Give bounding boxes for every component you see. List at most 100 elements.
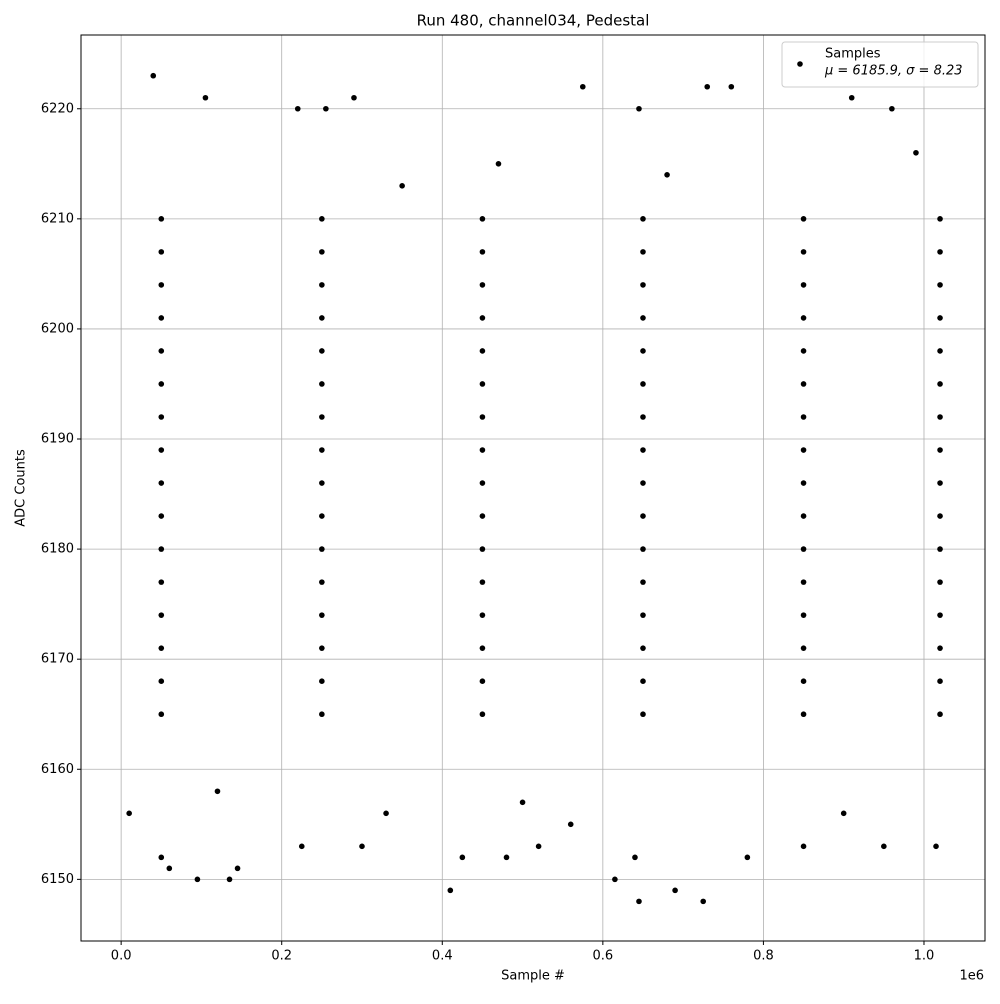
point <box>479 315 486 321</box>
point <box>319 447 325 453</box>
point <box>848 94 855 101</box>
point <box>479 579 486 585</box>
x-tick-label: 0.8 <box>753 949 774 964</box>
point <box>158 348 165 354</box>
point <box>800 480 807 486</box>
point <box>319 645 325 651</box>
y-tick-label: 6150 <box>41 872 74 887</box>
point <box>937 678 943 684</box>
point <box>319 480 325 486</box>
point <box>937 282 943 288</box>
plot-frame <box>80 34 986 942</box>
point <box>479 645 486 651</box>
point <box>800 315 807 321</box>
y-tick-label: 6200 <box>41 321 74 336</box>
point <box>800 711 807 718</box>
point <box>294 105 301 112</box>
point <box>937 381 943 387</box>
point <box>640 282 646 288</box>
point <box>937 513 943 519</box>
point <box>535 843 542 850</box>
y-tick-label: 6190 <box>41 432 74 447</box>
point <box>636 898 642 905</box>
point <box>234 865 241 872</box>
point <box>319 414 325 420</box>
point <box>672 887 678 894</box>
point <box>640 645 646 651</box>
point <box>636 105 642 112</box>
point <box>704 83 711 90</box>
point <box>495 160 502 167</box>
point <box>158 414 165 420</box>
point <box>319 282 325 288</box>
point <box>937 447 943 453</box>
point <box>479 612 486 618</box>
point <box>640 678 646 684</box>
point <box>158 381 165 387</box>
point <box>319 513 325 519</box>
point <box>640 414 646 420</box>
point <box>800 381 807 387</box>
point <box>359 843 365 850</box>
point <box>447 887 454 894</box>
y-tick-label: 6160 <box>41 762 74 777</box>
point <box>158 480 165 486</box>
point <box>640 612 646 618</box>
point <box>640 447 646 453</box>
point <box>913 149 919 156</box>
point <box>889 105 895 112</box>
point <box>640 711 646 718</box>
point <box>298 843 305 850</box>
x-tick-label: 0.6 <box>593 949 614 964</box>
point <box>202 94 209 101</box>
x-tick-label: 0.0 <box>111 949 132 964</box>
point <box>640 315 646 321</box>
point <box>937 546 943 552</box>
point <box>158 854 165 861</box>
point <box>937 480 943 486</box>
point <box>519 799 526 806</box>
point <box>479 513 486 519</box>
point <box>567 821 574 828</box>
point <box>640 579 646 585</box>
y-tick-label: 6180 <box>41 542 74 557</box>
legend-marker <box>797 61 803 67</box>
legend-box <box>781 41 979 88</box>
point <box>319 612 325 618</box>
point <box>800 348 807 354</box>
x-tick-label: 0.2 <box>271 949 292 964</box>
point <box>479 348 486 354</box>
point <box>937 579 943 585</box>
point <box>158 216 165 222</box>
point <box>728 83 735 90</box>
point <box>166 865 173 872</box>
point <box>632 854 638 861</box>
point <box>479 216 486 222</box>
point <box>800 513 807 519</box>
point <box>640 216 646 222</box>
point <box>640 249 646 255</box>
point <box>612 876 618 883</box>
x-tick-label: 1.0 <box>914 949 935 964</box>
point <box>800 447 807 453</box>
point <box>158 447 165 453</box>
point <box>503 854 510 861</box>
point <box>640 546 646 552</box>
point <box>933 843 939 850</box>
point <box>937 612 943 618</box>
point <box>937 711 943 718</box>
point <box>744 854 751 861</box>
point <box>800 282 807 288</box>
point <box>700 898 707 905</box>
point <box>319 348 325 354</box>
point <box>158 678 165 684</box>
point <box>937 414 943 420</box>
point <box>194 876 201 883</box>
point <box>319 579 325 585</box>
point <box>479 249 486 255</box>
point <box>158 579 165 585</box>
y-tick-label: 6210 <box>41 211 74 226</box>
point <box>664 172 670 178</box>
